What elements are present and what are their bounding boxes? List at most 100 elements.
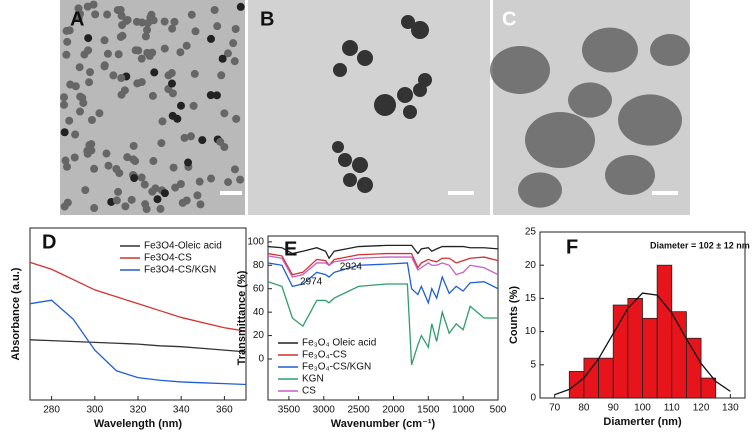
bar <box>671 311 687 399</box>
particle <box>60 100 69 109</box>
particle <box>182 196 191 205</box>
particle-cluster <box>650 34 690 66</box>
particle <box>160 189 169 198</box>
particle <box>156 204 165 213</box>
particle <box>85 78 94 87</box>
particle <box>411 21 429 39</box>
particle <box>104 161 113 170</box>
particle <box>403 105 417 119</box>
annotation: 2974 <box>300 277 323 288</box>
legend-label: Fe₃O₄-CS/KGN <box>302 362 371 373</box>
y-tick-label: 25 <box>525 227 537 238</box>
plot-frame <box>29 227 247 401</box>
x-tick-label: 1500 <box>417 405 440 416</box>
y-tick-label: 20 <box>253 330 265 341</box>
particle <box>220 109 229 118</box>
particle <box>357 50 373 66</box>
particle <box>213 22 222 31</box>
particle <box>232 114 241 123</box>
particle <box>86 68 95 77</box>
particle <box>231 24 240 33</box>
particle <box>127 195 136 204</box>
particle-cluster <box>518 172 562 208</box>
particle <box>374 94 396 116</box>
series-line <box>267 252 499 276</box>
particle <box>223 49 232 58</box>
particle <box>397 87 413 103</box>
y-tick-label: 5 <box>530 359 536 370</box>
bar <box>612 304 629 399</box>
particle <box>176 180 185 189</box>
particle <box>189 101 198 110</box>
particles <box>60 0 690 214</box>
particle <box>71 130 80 139</box>
particle <box>102 149 111 158</box>
particle <box>117 74 126 83</box>
x-tick-label: 280 <box>43 405 60 416</box>
particle <box>170 17 179 26</box>
particle <box>95 109 104 118</box>
particle <box>343 173 357 187</box>
particle <box>62 26 71 35</box>
particle <box>100 62 109 71</box>
particle <box>116 5 125 14</box>
panel-label: F <box>566 236 578 258</box>
particle-cluster <box>618 94 682 146</box>
particle <box>168 89 177 98</box>
particle <box>112 164 121 173</box>
annotation: Diameter = 102 ± 12 nm <box>650 240 750 250</box>
legend-label: Fe₃O₄ Oleic acid <box>302 338 376 349</box>
particle <box>87 116 96 125</box>
series-line <box>29 339 247 353</box>
particle <box>103 10 112 19</box>
x-tick-label: 80 <box>578 403 590 414</box>
particle <box>198 136 207 145</box>
particle <box>109 71 118 80</box>
y-tick-label: 0 <box>530 393 536 404</box>
particle <box>160 17 169 26</box>
particle <box>184 158 193 167</box>
particle <box>167 79 176 88</box>
particle <box>168 111 177 120</box>
particle <box>84 46 93 55</box>
particle <box>418 73 432 87</box>
fit-curve <box>554 292 731 396</box>
series-line <box>29 299 247 386</box>
particle <box>333 63 347 77</box>
x-tick-label: 70 <box>549 403 561 414</box>
particle <box>193 191 202 200</box>
particle <box>151 184 160 193</box>
x-tick-label: 360 <box>216 405 233 416</box>
legend-label: Fe3O4-CS/KGN <box>144 265 216 276</box>
series-line <box>29 261 247 332</box>
particle <box>169 163 178 172</box>
particle <box>137 54 146 63</box>
bar <box>627 297 643 399</box>
particle <box>338 153 352 167</box>
particle <box>207 34 216 43</box>
particle <box>134 46 143 55</box>
particle <box>63 37 72 46</box>
particle <box>103 49 112 58</box>
legend-label: CS <box>302 386 316 397</box>
bar <box>598 357 614 399</box>
particle <box>74 14 83 23</box>
y-axis-label: Transmittance (%) <box>236 270 248 365</box>
particle <box>114 50 123 59</box>
bar <box>642 317 658 399</box>
particle <box>176 48 185 57</box>
particle <box>157 139 166 148</box>
particle <box>224 178 233 187</box>
y-tick-label: 10 <box>525 326 537 337</box>
particle <box>83 2 92 11</box>
x-tick-label: 340 <box>173 405 190 416</box>
x-tick-label: 120 <box>693 403 710 414</box>
particle <box>70 153 79 162</box>
particle <box>132 17 141 26</box>
particle <box>81 186 90 195</box>
panel-label: A <box>70 8 84 30</box>
particle-cluster <box>568 82 612 118</box>
particle <box>145 51 154 60</box>
particle <box>60 93 69 102</box>
particle <box>171 183 180 192</box>
